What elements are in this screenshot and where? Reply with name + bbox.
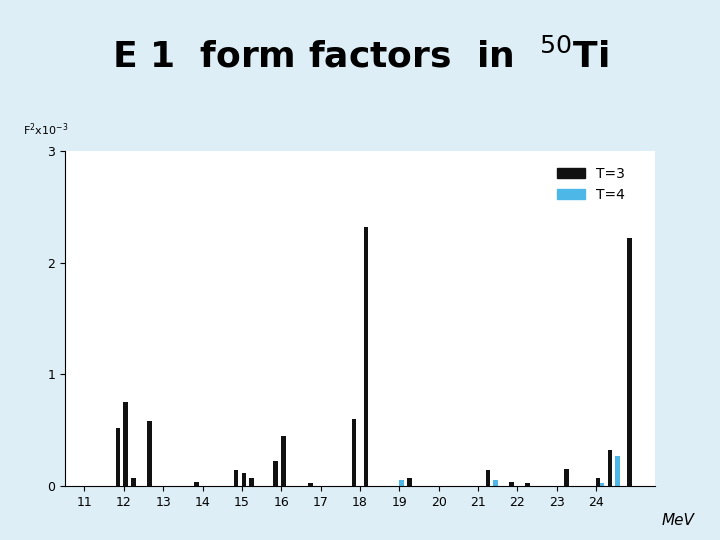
Bar: [352, 419, 356, 486]
Bar: [194, 482, 199, 486]
Bar: [525, 483, 530, 486]
Bar: [509, 482, 514, 486]
Bar: [123, 402, 128, 486]
Bar: [249, 478, 254, 486]
Bar: [595, 478, 600, 486]
Bar: [364, 227, 368, 486]
Text: E 1  form factors  in  $^{50}$Ti: E 1 form factors in $^{50}$Ti: [112, 38, 608, 75]
Bar: [407, 478, 412, 486]
Bar: [234, 470, 238, 486]
Bar: [627, 238, 632, 486]
Text: MeV: MeV: [661, 513, 694, 528]
Bar: [493, 481, 498, 486]
Bar: [564, 469, 569, 486]
Bar: [147, 421, 152, 486]
Bar: [485, 470, 490, 486]
Bar: [273, 462, 278, 486]
Bar: [281, 436, 286, 486]
Legend: T=3, T=4: T=3, T=4: [552, 161, 631, 207]
Bar: [131, 478, 136, 486]
Bar: [241, 472, 246, 486]
Bar: [399, 481, 404, 486]
Text: F$^2$x10$^{-3}$: F$^2$x10$^{-3}$: [24, 121, 69, 138]
Bar: [600, 483, 604, 486]
Bar: [616, 456, 620, 486]
Bar: [116, 428, 120, 486]
Bar: [308, 483, 313, 486]
Bar: [608, 450, 612, 486]
